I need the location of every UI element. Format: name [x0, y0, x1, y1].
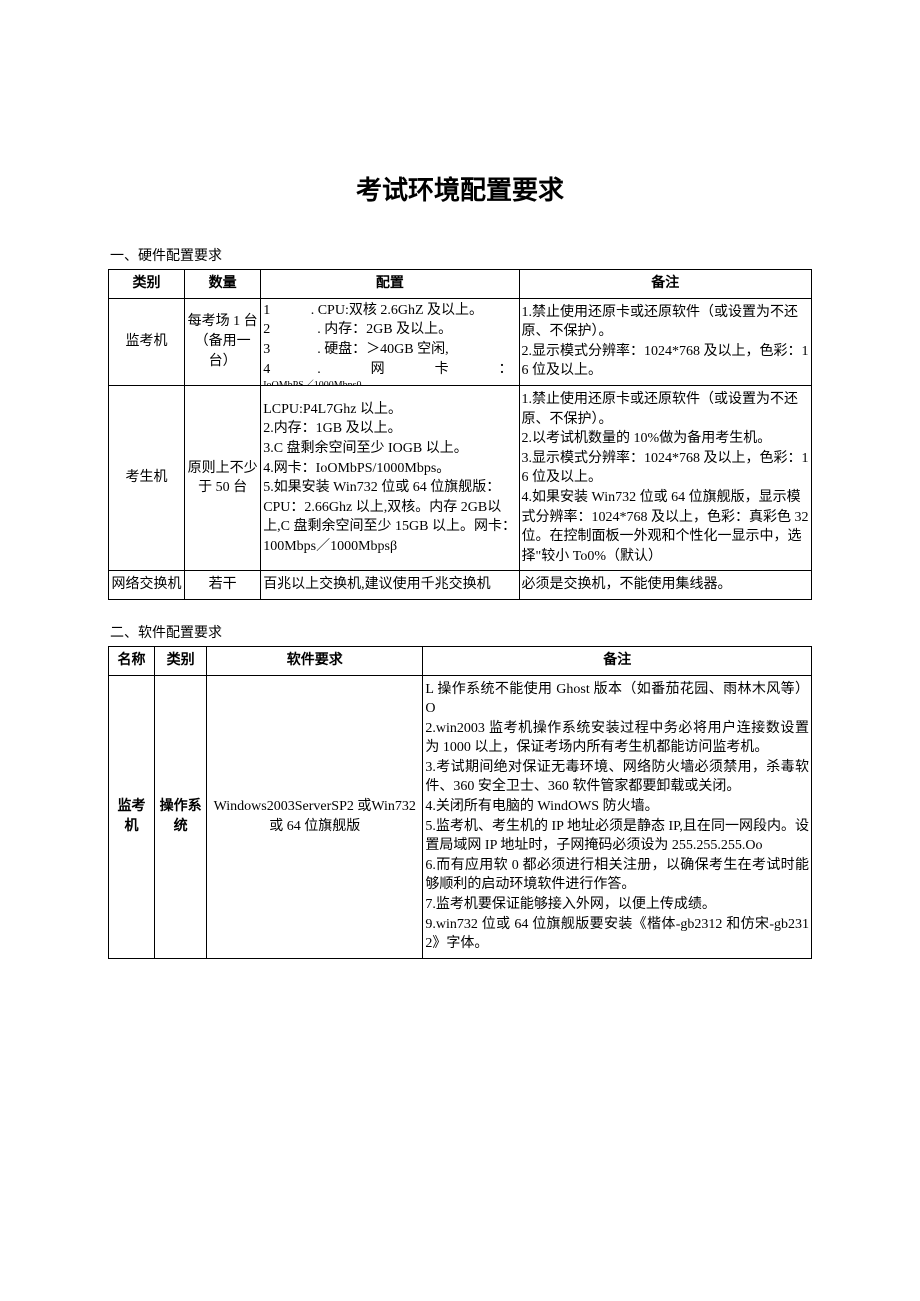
table-row: 监考机 每考场 1 台（备用一台） 1. CPU:双核 2.6GhZ 及以上。 …: [109, 298, 812, 385]
section1-heading: 一、硬件配置要求: [110, 245, 812, 265]
col-category: 类别: [109, 270, 185, 299]
cell-note: 必须是交换机，不能使用集线器。: [519, 571, 811, 600]
cell-config: 1. CPU:双核 2.6GhZ 及以上。 2. 内存：2GB 及以上。 3. …: [261, 298, 519, 385]
col-quantity: 数量: [185, 270, 261, 299]
section2-heading: 二、软件配置要求: [110, 622, 812, 642]
col-note: 备注: [423, 646, 812, 675]
cell-note: 1.禁止使用还原卡或还原软件（或设置为不还原、不保护）。 2.以考试机数量的 1…: [519, 385, 811, 570]
cell-note: L 操作系统不能使用 Ghost 版本（如番茄花园、雨林木风等）O 2.win2…: [423, 675, 812, 958]
cell-name: 监考机: [109, 675, 155, 958]
cell-category: 网络交换机: [109, 571, 185, 600]
col-name: 名称: [109, 646, 155, 675]
document-page: 考试环境配置要求 一、硬件配置要求 类别 数量 配置 备注 监考机 每考场 1 …: [0, 0, 920, 1181]
table-row: 监考机 操作系统 Windows2003ServerSP2 或Win732 或 …: [109, 675, 812, 958]
cell-quantity: 原则上不少于 50 台: [185, 385, 261, 570]
cell-quantity: 若干: [185, 571, 261, 600]
table-header-row: 名称 类别 软件要求 备注: [109, 646, 812, 675]
table-row: 网络交换机 若干 百兆以上交换机,建议使用千兆交换机 必须是交换机，不能使用集线…: [109, 571, 812, 600]
col-category: 类别: [155, 646, 207, 675]
cell-category: 监考机: [109, 298, 185, 385]
cell-config: LCPU:P4L7Ghz 以上。 2.内存：1GB 及以上。 3.C 盘剩余空间…: [261, 385, 519, 570]
col-config: 配置: [261, 270, 519, 299]
cell-config: 百兆以上交换机,建议使用千兆交换机: [261, 571, 519, 600]
table-header-row: 类别 数量 配置 备注: [109, 270, 812, 299]
document-title: 考试环境配置要求: [108, 170, 812, 207]
cell-category: 操作系统: [155, 675, 207, 958]
col-req: 软件要求: [207, 646, 423, 675]
cell-req: Windows2003ServerSP2 或Win732 或 64 位旗舰版: [207, 675, 423, 958]
col-note: 备注: [519, 270, 811, 299]
cell-category: 考生机: [109, 385, 185, 570]
hardware-table: 类别 数量 配置 备注 监考机 每考场 1 台（备用一台） 1. CPU:双核 …: [108, 269, 812, 600]
software-table: 名称 类别 软件要求 备注 监考机 操作系统 Windows2003Server…: [108, 646, 812, 959]
cell-note: 1.禁止使用还原卡或还原软件（或设置为不还原、不保护）。 2.显示模式分辨率：1…: [519, 298, 811, 385]
cell-quantity: 每考场 1 台（备用一台）: [185, 298, 261, 385]
table-row: 考生机 原则上不少于 50 台 LCPU:P4L7Ghz 以上。 2.内存：1G…: [109, 385, 812, 570]
